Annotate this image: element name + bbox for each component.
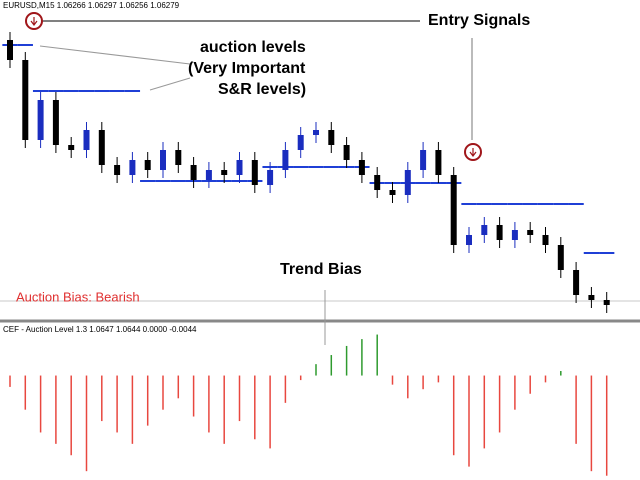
- candle-body: [496, 225, 503, 240]
- candle-body: [205, 170, 212, 180]
- annotation: Trend Bias: [280, 261, 362, 278]
- candle-body: [435, 150, 442, 175]
- candle-body: [511, 230, 518, 240]
- candle-body: [420, 150, 427, 170]
- candle-body: [404, 170, 411, 195]
- annotation: S&R levels): [218, 81, 306, 98]
- candle-body: [144, 160, 151, 170]
- candle-body: [297, 135, 304, 150]
- candle-body: [313, 130, 319, 135]
- candle-body: [129, 160, 136, 175]
- candle-body: [573, 270, 580, 295]
- symbol-header: EURUSD,M15 1.06266 1.06297 1.06256 1.062…: [3, 1, 180, 10]
- candle-body: [114, 165, 121, 175]
- candle-body: [358, 160, 365, 175]
- level-pointer: [149, 77, 191, 91]
- sell-arrow: [30, 17, 38, 26]
- candle-body: [221, 170, 228, 175]
- candle-body: [7, 40, 13, 60]
- candle-body: [160, 150, 166, 170]
- candle-body: [466, 235, 472, 245]
- candle-body: [190, 165, 197, 180]
- candle-body: [52, 100, 59, 145]
- bias-label: Auction Bias: Bearish: [16, 289, 140, 304]
- annotation: Entry Signals: [428, 12, 530, 29]
- sell-arrow: [469, 148, 477, 157]
- candle-body: [68, 145, 75, 150]
- candle-body: [251, 160, 258, 185]
- candle-body: [527, 230, 534, 235]
- candle-body: [236, 160, 243, 175]
- candle-body: [267, 170, 274, 185]
- candle-body: [588, 295, 595, 300]
- candle-body: [343, 145, 350, 160]
- annotation: (Very Important: [188, 60, 306, 77]
- candle-body: [389, 190, 396, 195]
- candle-body: [481, 225, 488, 235]
- candle-body: [98, 130, 105, 165]
- level-pointer: [39, 45, 191, 65]
- candle-body: [603, 300, 610, 305]
- indicator-header: CEF - Auction Level 1.3 1.0647 1.0644 0.…: [3, 325, 197, 334]
- candle-body: [37, 100, 44, 140]
- annotation: auction levels: [200, 39, 306, 56]
- candle-body: [83, 130, 90, 150]
- candle-body: [175, 150, 182, 165]
- candle-body: [374, 175, 381, 190]
- candle-body: [282, 150, 289, 170]
- candle-body: [557, 245, 564, 270]
- candle-body: [22, 60, 29, 140]
- candle-body: [328, 130, 335, 145]
- candle-body: [450, 175, 457, 245]
- candle-body: [542, 235, 549, 245]
- marks: [2, 32, 615, 476]
